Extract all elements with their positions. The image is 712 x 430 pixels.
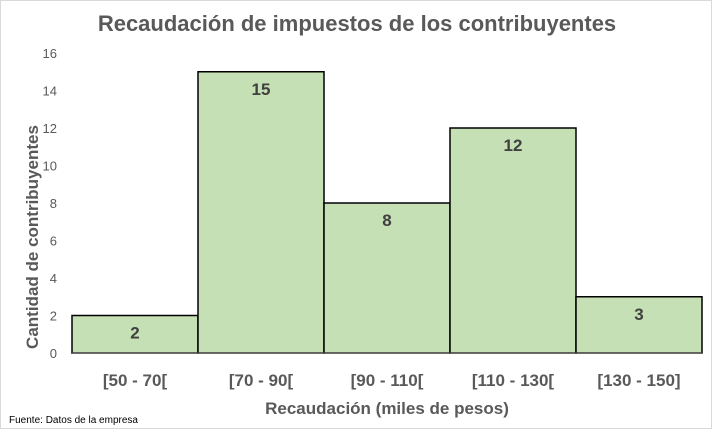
y-tick-label: 10 — [43, 159, 57, 174]
x-category-label: [70 - 90[ — [229, 371, 294, 390]
y-tick-label: 8 — [50, 196, 57, 211]
y-tick-label: 6 — [50, 234, 57, 249]
y-tick-label: 16 — [43, 46, 57, 61]
bar — [71, 314, 199, 354]
y-axis-ticks: 0 2 4 6 8 10 12 14 16 — [43, 46, 57, 361]
y-tick-label: 4 — [50, 271, 57, 286]
source-note: Fuente: Datos de la empresa — [9, 415, 138, 426]
x-category-label: [130 - 150] — [597, 371, 680, 390]
x-category-label: [90 - 110[ — [351, 371, 424, 390]
y-tick-label: 0 — [50, 346, 57, 361]
x-axis-label: Recaudación (miles de pesos) — [265, 399, 509, 418]
bar — [575, 296, 703, 354]
bar-data-label: 3 — [634, 305, 643, 324]
bar-data-label: 8 — [382, 211, 391, 230]
chart-title: Recaudación de impuestos de los contribu… — [98, 11, 616, 36]
bar — [323, 202, 451, 354]
bars-group: 2 15 8 12 3 — [71, 71, 703, 354]
y-tick-label: 2 — [50, 309, 57, 324]
y-tick-label: 14 — [43, 84, 57, 99]
x-category-label: [110 - 130[ — [472, 371, 555, 390]
y-axis-label: Cantidad de contribuyentes — [23, 125, 42, 349]
bar-data-label: 15 — [252, 80, 271, 99]
bar-data-label: 12 — [504, 136, 523, 155]
bar — [449, 127, 577, 354]
bar — [197, 71, 325, 354]
y-tick-label: 12 — [43, 121, 57, 136]
x-axis-categories: [50 - 70[ [70 - 90[ [90 - 110[ [110 - 130[ [… — [103, 371, 681, 390]
bar-data-label: 2 — [130, 324, 139, 343]
x-category-label: [50 - 70[ — [103, 371, 168, 390]
